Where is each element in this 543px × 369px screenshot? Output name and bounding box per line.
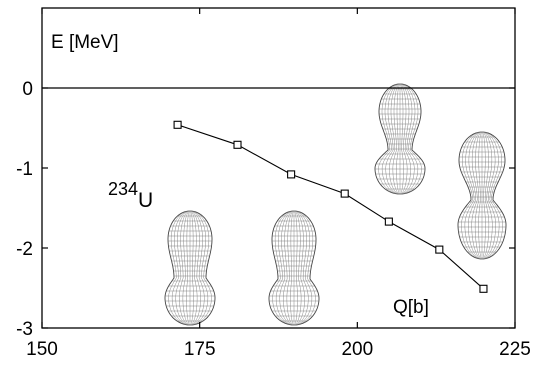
- nucleus-meridian: [389, 83, 401, 195]
- nucleus-meridian: [189, 210, 212, 326]
- nucleus-meridian: [293, 210, 316, 326]
- y-tick-label: -2: [16, 239, 33, 260]
- nucleus-meridian: [481, 131, 486, 260]
- data-point: [173, 120, 182, 129]
- nucleus-meridian: [468, 131, 483, 260]
- nucleus-meridian: [381, 83, 401, 195]
- y-axis-label: E [MeV]: [51, 32, 119, 53]
- nucleus-meridian: [279, 210, 295, 326]
- nucleus-meridian: [378, 83, 401, 195]
- nucleus-meridian: [168, 210, 191, 326]
- x-tick-label: 225: [499, 339, 531, 360]
- series-line: [177, 124, 484, 290]
- nucleus-meridian: [481, 131, 503, 260]
- nucleus-meridian: [293, 210, 305, 326]
- nucleus-meridian: [293, 210, 298, 326]
- nucleus-meridian: [175, 210, 191, 326]
- nucleus-meridian: [399, 83, 422, 195]
- nucleus-meridian: [399, 83, 404, 195]
- nucleus-meridian: [399, 83, 411, 195]
- nucleus-meridian: [471, 131, 483, 260]
- element-symbol: U: [138, 189, 153, 212]
- axes: 150 175 200 225 -3 -2 -1 0: [16, 7, 531, 360]
- labels: E [MeV] Q[b] 234U: [51, 32, 429, 318]
- series-line-layer: [177, 124, 484, 290]
- data-point: [340, 189, 349, 198]
- nucleus-annotation: 234U: [108, 179, 153, 212]
- mass-number: 234: [108, 179, 138, 199]
- y-tick-label: -1: [16, 159, 33, 180]
- nucleus-meridian: [290, 210, 295, 326]
- nucleus-meridian: [293, 210, 313, 326]
- x-tick-label: 150: [26, 339, 58, 360]
- nucleus-meridian: [293, 210, 302, 326]
- nucleus-meridian: [481, 131, 493, 260]
- nucleus-meridian: [283, 210, 295, 326]
- nucleus-meridian: [481, 131, 490, 260]
- nucleus-meridian: [478, 131, 483, 260]
- nucleus-meridian: [399, 83, 415, 195]
- nucleus-meridian: [171, 210, 191, 326]
- nucleus-meridian: [474, 131, 483, 260]
- y-tick-label: 0: [22, 79, 33, 100]
- nucleus-meridian: [481, 131, 500, 260]
- nucleus-shape-3: [374, 83, 426, 195]
- nucleus-shape-2: [268, 210, 320, 326]
- nucleus-meridian: [189, 210, 209, 326]
- nucleus-meridian: [179, 210, 191, 326]
- nucleus-meridian: [461, 131, 483, 260]
- nucleus-meridian: [186, 210, 191, 326]
- x-tick-label: 200: [341, 339, 373, 360]
- nucleus-meridian: [286, 210, 295, 326]
- nucleus-meridian: [392, 83, 401, 195]
- data-point: [233, 140, 242, 149]
- nucleus-meridian: [275, 210, 295, 326]
- nucleus-shape-4: [457, 131, 507, 260]
- x-tick-label: 175: [184, 339, 216, 360]
- nucleus-meridian: [272, 210, 295, 326]
- data-point: [479, 284, 488, 293]
- data-point: [384, 217, 393, 226]
- nucleus-meridian: [385, 83, 401, 195]
- nucleus-meridian: [481, 131, 496, 260]
- nucleus-meridian: [189, 210, 198, 326]
- nucleus-meridian: [189, 210, 194, 326]
- nucleus-meridian: [293, 210, 309, 326]
- nucleus-meridian: [396, 83, 401, 195]
- x-axis-label: Q[b]: [393, 297, 429, 318]
- data-point: [287, 170, 296, 179]
- data-markers: [173, 120, 488, 293]
- nucleus-meridian: [189, 210, 205, 326]
- nucleus-meridian: [189, 210, 201, 326]
- nucleus-meridian: [399, 83, 408, 195]
- y-tick-label: -3: [16, 319, 33, 340]
- nucleus-shapes: [164, 83, 507, 326]
- nucleus-meridian: [399, 83, 419, 195]
- nucleus-meridian: [182, 210, 191, 326]
- nucleus-meridian: [464, 131, 483, 260]
- nucleus-shape-1: [164, 210, 216, 326]
- data-point: [435, 245, 444, 254]
